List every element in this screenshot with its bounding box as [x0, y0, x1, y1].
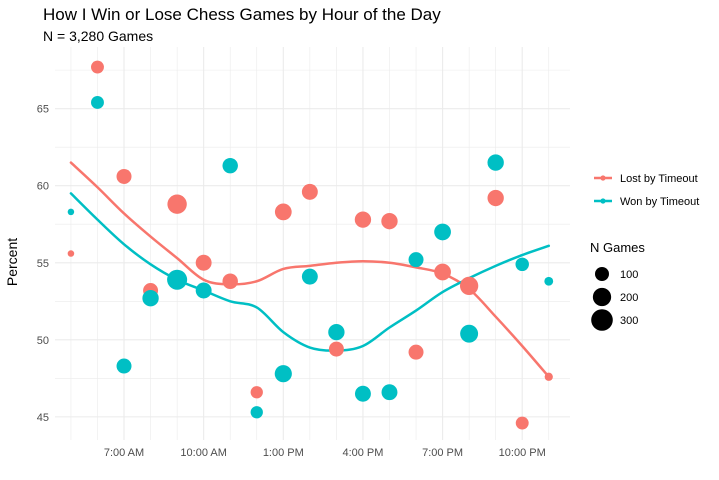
color-legend: Lost by Timeout Won by Timeout [594, 173, 699, 208]
y-tick-label: 65 [37, 104, 49, 116]
x-axis: 7:00 AM 10:00 AM 1:00 PM 4:00 PM 7:00 PM 10:0… [104, 447, 546, 459]
data-point [91, 96, 104, 109]
data-point [67, 208, 75, 216]
y-axis-title: Percent [4, 238, 20, 286]
data-point [91, 60, 104, 74]
data-point [167, 269, 188, 290]
data-point [142, 290, 159, 307]
data-point [434, 263, 451, 281]
data-point [301, 268, 318, 285]
legend-key-point [600, 175, 606, 181]
size-legend-key [591, 309, 613, 331]
data-point [408, 252, 424, 268]
y-tick-label: 50 [37, 335, 49, 347]
data-point [434, 223, 451, 241]
data-point [250, 386, 263, 399]
data-point [195, 254, 212, 271]
size-legend-key [595, 267, 609, 281]
size-legend-key [592, 287, 612, 307]
data-point [460, 324, 479, 343]
x-tick-label: 10:00 AM [180, 447, 226, 459]
size-legend-label: 100 [620, 269, 638, 281]
data-point [544, 276, 554, 286]
data-point [195, 282, 212, 299]
chart-subtitle: N = 3,280 Games [43, 28, 153, 44]
data-point [515, 416, 529, 430]
x-tick-label: 4:00 PM [342, 447, 383, 459]
data-point [408, 344, 424, 360]
data-point [274, 203, 292, 221]
y-tick-label: 60 [37, 181, 49, 193]
data-point [167, 194, 187, 214]
legend-key-point [600, 198, 606, 204]
chart-title: How I Win or Lose Chess Games by Hour of… [43, 5, 441, 24]
data-point [487, 154, 504, 171]
x-tick-label: 1:00 PM [263, 447, 304, 459]
legend-label: Won by Timeout [620, 196, 699, 208]
size-legend-label: 200 [620, 292, 638, 304]
legend-label: Lost by Timeout [620, 173, 698, 185]
data-point [381, 212, 398, 230]
data-point [301, 183, 318, 200]
data-point [222, 157, 238, 174]
data-points [67, 60, 554, 430]
data-point [487, 189, 504, 207]
size-legend: N Games 100 200 300 [590, 240, 645, 331]
data-point [328, 341, 344, 357]
x-tick-label: 7:00 AM [104, 447, 144, 459]
y-tick-label: 55 [37, 258, 49, 270]
size-legend-title: N Games [590, 240, 645, 255]
data-point [354, 211, 372, 228]
data-point [116, 168, 132, 184]
data-point [250, 406, 263, 419]
data-point [354, 385, 371, 402]
data-point [274, 365, 292, 383]
data-point [459, 276, 479, 296]
x-tick-label: 10:00 PM [499, 447, 546, 459]
data-point [381, 384, 398, 401]
data-point [222, 273, 238, 289]
x-tick-label: 7:00 PM [422, 447, 463, 459]
y-axis: 45 50 55 60 65 [37, 104, 49, 424]
data-point [544, 372, 553, 381]
data-point [515, 257, 529, 272]
size-legend-label: 300 [620, 315, 638, 327]
data-point [67, 250, 75, 257]
grid [55, 47, 570, 440]
y-tick-label: 45 [37, 412, 49, 424]
data-point [116, 358, 132, 374]
data-point [328, 323, 345, 341]
